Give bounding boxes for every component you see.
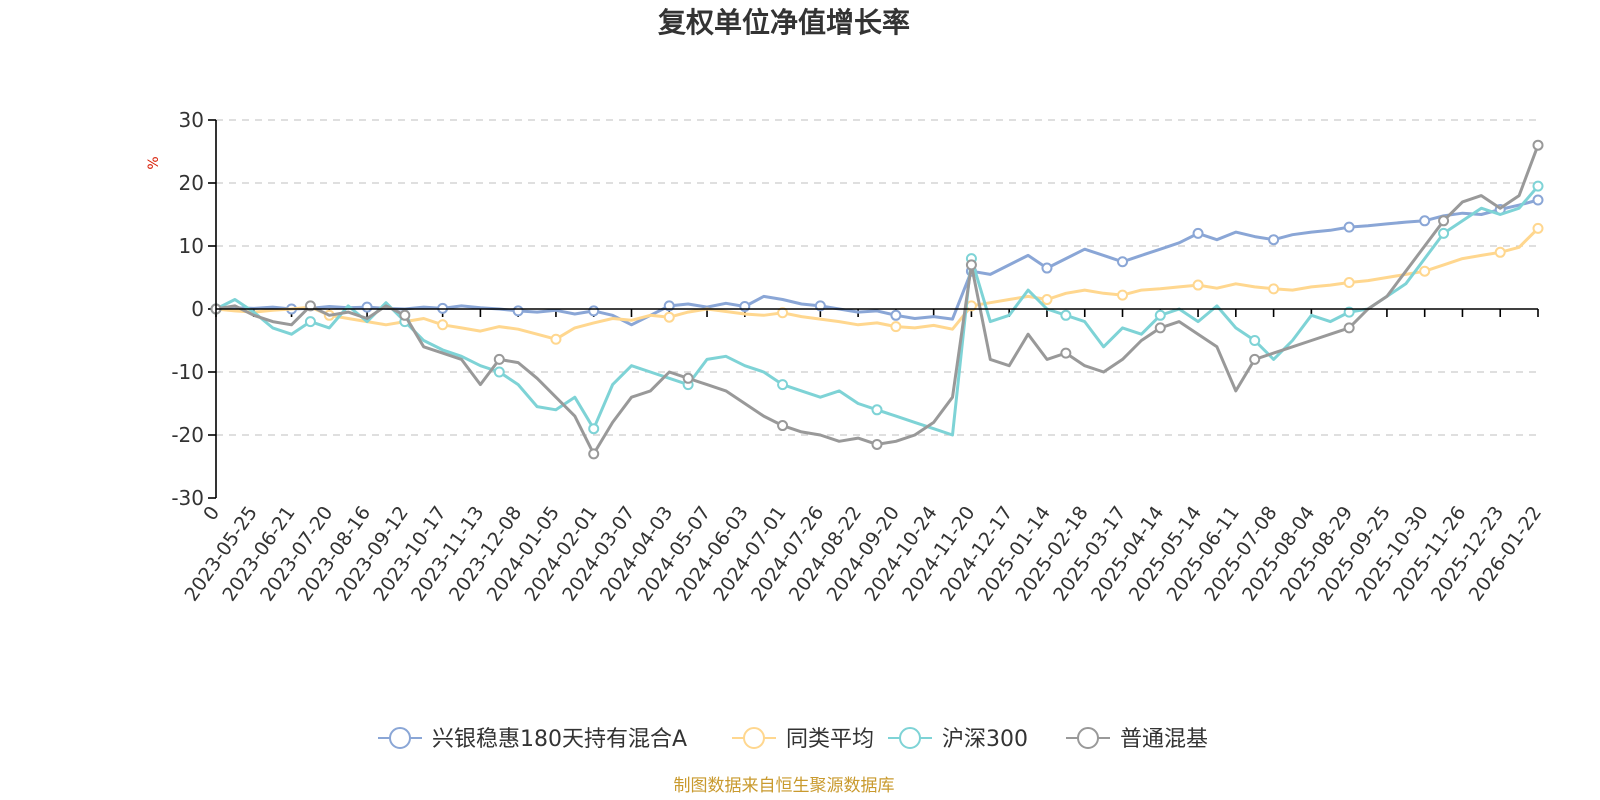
data-point bbox=[1060, 309, 1072, 321]
data-point bbox=[588, 305, 600, 317]
data-point bbox=[1494, 246, 1506, 258]
data-point bbox=[777, 420, 789, 432]
data-point bbox=[304, 316, 316, 328]
series-1 bbox=[210, 222, 1544, 345]
x-tick-label: 0 bbox=[199, 502, 224, 525]
data-point bbox=[1154, 322, 1166, 334]
data-point bbox=[304, 300, 316, 312]
data-point bbox=[1041, 262, 1053, 274]
series-group bbox=[210, 139, 1544, 460]
legend-label: 兴银稳惠180天持有混合A bbox=[432, 727, 687, 752]
data-point bbox=[550, 333, 562, 345]
data-point bbox=[682, 372, 694, 384]
data-point bbox=[1438, 227, 1450, 239]
legend-label: 普通混基 bbox=[1120, 727, 1208, 752]
data-point bbox=[890, 321, 902, 333]
data-point bbox=[871, 404, 883, 416]
data-point bbox=[890, 309, 902, 321]
data-point bbox=[361, 301, 373, 313]
legend-marker bbox=[389, 727, 411, 749]
data-point bbox=[1249, 335, 1261, 346]
data-point bbox=[1532, 194, 1544, 206]
data-point bbox=[1041, 294, 1053, 306]
legend-label: 同类平均 bbox=[786, 727, 874, 752]
data-point bbox=[1268, 283, 1280, 295]
series-line bbox=[214, 198, 1540, 327]
y-tick-label: 0 bbox=[191, 297, 204, 321]
data-point bbox=[512, 305, 524, 317]
legend-item[interactable]: 同类平均 bbox=[732, 727, 874, 752]
data-point bbox=[1060, 347, 1072, 359]
x-ticks: 02023-05-252023-06-212023-07-202023-08-1… bbox=[181, 309, 1546, 605]
legend-marker bbox=[1077, 727, 1099, 749]
axes bbox=[215, 120, 1538, 498]
data-point bbox=[1154, 309, 1166, 321]
data-point bbox=[1268, 234, 1280, 246]
legend-marker bbox=[743, 727, 765, 749]
y-tick-label: 30 bbox=[179, 108, 204, 132]
legend-marker bbox=[899, 727, 921, 749]
data-point bbox=[663, 300, 675, 312]
grid bbox=[216, 119, 1538, 436]
data-point bbox=[588, 423, 600, 435]
y-tick-label: -10 bbox=[171, 360, 204, 384]
legend-item[interactable]: 兴银稳惠180天持有混合A bbox=[378, 727, 687, 752]
y-ticks: -30 -20 -10 0 10 20 30 bbox=[171, 108, 216, 510]
legend-label: 沪深300 bbox=[942, 727, 1028, 752]
data-point bbox=[399, 309, 411, 321]
data-point bbox=[493, 353, 505, 365]
legend-item[interactable]: 普通混基 bbox=[1066, 727, 1208, 752]
data-point bbox=[1343, 306, 1355, 318]
data-point bbox=[1192, 279, 1204, 291]
data-point bbox=[1343, 322, 1355, 334]
data-point bbox=[1192, 227, 1204, 239]
data-point bbox=[1419, 265, 1431, 277]
series-line bbox=[214, 226, 1540, 341]
data-point bbox=[965, 259, 977, 271]
data-point bbox=[814, 300, 826, 312]
data-point bbox=[493, 366, 505, 378]
legend-item[interactable]: 沪深300 bbox=[888, 727, 1028, 752]
y-tick-label: -30 bbox=[171, 486, 204, 510]
data-point bbox=[1532, 180, 1544, 192]
data-point bbox=[1343, 277, 1355, 289]
data-point bbox=[1419, 215, 1431, 227]
data-point bbox=[1532, 139, 1544, 151]
chart-title: 复权单位净值增长率 bbox=[658, 6, 910, 39]
data-point bbox=[1249, 353, 1261, 365]
y-tick-label: 10 bbox=[179, 234, 204, 258]
data-point bbox=[663, 311, 675, 323]
data-point bbox=[871, 438, 883, 450]
data-point bbox=[1117, 256, 1129, 268]
data-point bbox=[1117, 289, 1129, 301]
y-tick-label: -20 bbox=[171, 423, 204, 447]
data-point bbox=[1532, 222, 1544, 234]
y-axis-label: % bbox=[146, 156, 162, 169]
data-point bbox=[777, 379, 789, 391]
series-0 bbox=[210, 194, 1544, 327]
series-3 bbox=[210, 139, 1544, 460]
y-tick-label: 20 bbox=[179, 171, 204, 195]
data-point bbox=[437, 319, 449, 331]
data-point bbox=[1438, 215, 1450, 227]
legend: 兴银稳惠180天持有混合A 同类平均 沪深300 普通混基 bbox=[378, 727, 1208, 752]
data-point bbox=[588, 448, 600, 460]
data-point bbox=[1343, 221, 1355, 233]
source-note: 制图数据来自恒生聚源数据库 bbox=[674, 776, 895, 796]
